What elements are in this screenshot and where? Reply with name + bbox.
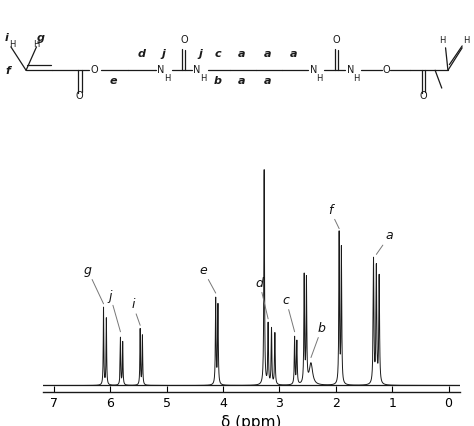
Text: O: O <box>76 91 83 101</box>
Text: j: j <box>162 49 165 59</box>
Text: O: O <box>333 35 340 45</box>
Text: a: a <box>264 76 272 86</box>
Text: g: g <box>84 264 103 304</box>
Text: N: N <box>310 65 318 75</box>
Text: j: j <box>199 49 202 59</box>
Text: N: N <box>193 65 201 75</box>
Text: i: i <box>131 298 140 325</box>
Text: e: e <box>200 264 216 293</box>
Text: d: d <box>137 49 145 59</box>
Text: O: O <box>91 65 99 75</box>
Text: f: f <box>328 204 339 229</box>
Text: H: H <box>316 74 323 83</box>
Text: b: b <box>214 76 222 86</box>
Text: H: H <box>33 40 40 49</box>
Text: H: H <box>200 74 206 83</box>
Text: a: a <box>264 49 272 59</box>
Text: a: a <box>238 49 246 59</box>
Text: a: a <box>238 76 246 86</box>
Text: N: N <box>347 65 355 75</box>
Text: H: H <box>9 40 15 49</box>
Text: j: j <box>109 290 120 332</box>
Text: a: a <box>376 229 393 254</box>
Text: d: d <box>256 276 268 319</box>
Text: O: O <box>383 65 391 75</box>
X-axis label: δ (ppm): δ (ppm) <box>221 415 282 426</box>
Text: g: g <box>36 33 44 43</box>
Text: H: H <box>463 36 469 45</box>
Text: c: c <box>215 49 221 59</box>
Text: H: H <box>439 36 446 45</box>
Text: e: e <box>110 76 118 86</box>
Text: b: b <box>311 322 326 357</box>
Text: a: a <box>290 49 298 59</box>
Text: f: f <box>6 66 10 76</box>
Text: H: H <box>164 74 170 83</box>
Text: N: N <box>157 65 165 75</box>
Text: c: c <box>283 294 295 332</box>
Text: O: O <box>180 35 188 45</box>
Text: O: O <box>420 91 428 101</box>
Text: i: i <box>4 33 8 43</box>
Text: H: H <box>353 74 360 83</box>
